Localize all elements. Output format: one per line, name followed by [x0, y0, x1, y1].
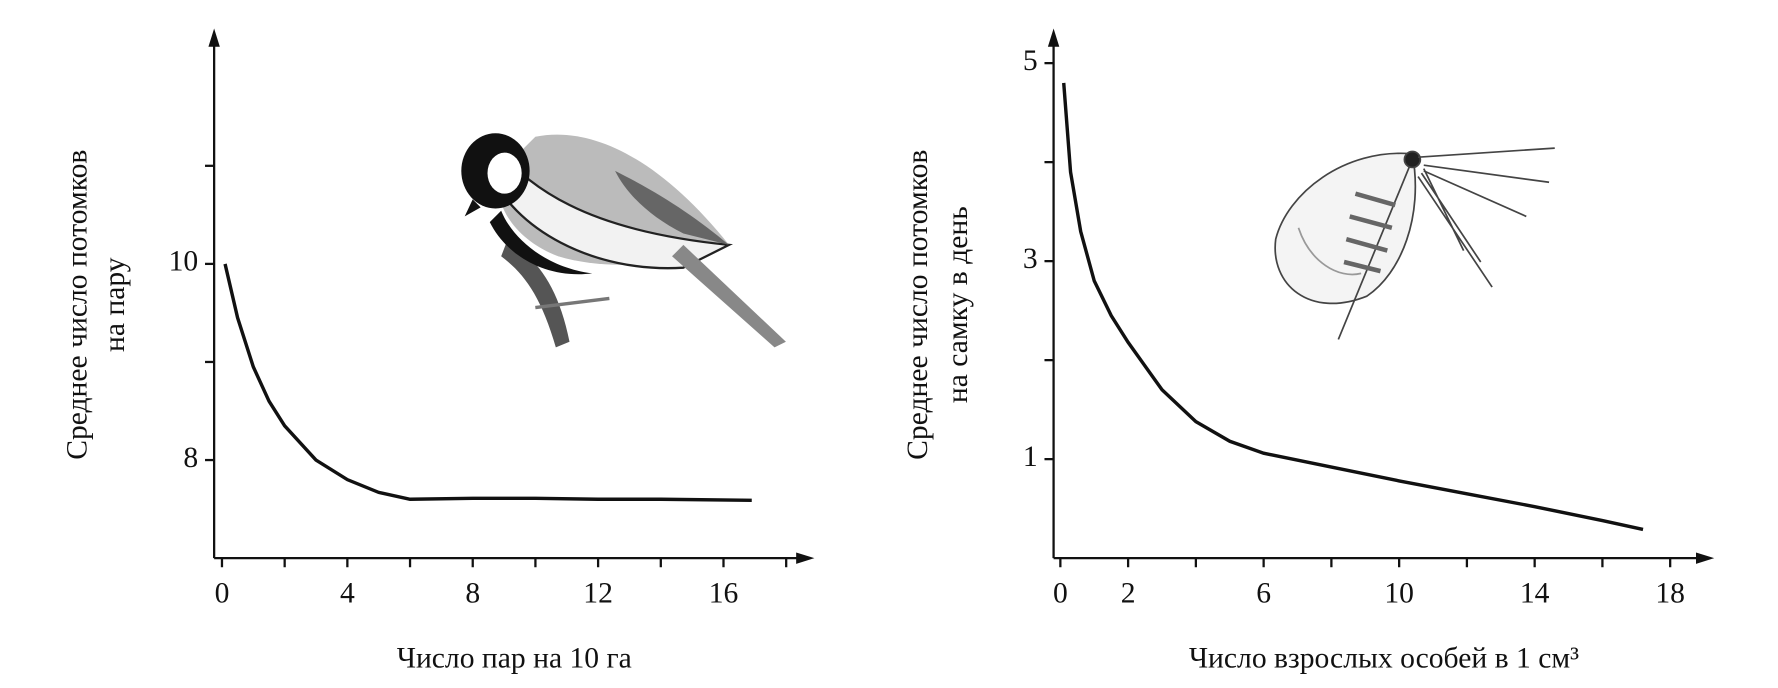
x-tick-label: 10 — [1384, 578, 1414, 610]
y-axis-label: на самку в день — [942, 206, 974, 403]
data-line — [223, 263, 752, 502]
y-axis-label: на пару — [99, 257, 131, 352]
x-axis-arrow — [1695, 552, 1715, 564]
x-axis-label: Число пар на 10 га — [397, 642, 632, 674]
y-axis-arrow — [208, 28, 220, 47]
x-tick-label: 12 — [583, 578, 613, 610]
x-tick-label: 16 — [709, 578, 739, 610]
y-axis-arrow — [1047, 28, 1060, 47]
x-axis-label: Число взрослых особей в 1 см³ — [1189, 642, 1579, 674]
y-tick-label: 5 — [1023, 45, 1038, 77]
x-tick-label: 4 — [340, 578, 355, 610]
x-tick-label: 18 — [1655, 578, 1685, 610]
y-tick-label: 3 — [1023, 243, 1038, 275]
y-tick-label: 8 — [183, 442, 198, 474]
data-line — [1062, 82, 1644, 532]
x-tick-label: 0 — [215, 578, 230, 610]
x-tick-label: 14 — [1520, 578, 1550, 610]
bird-illustration — [461, 133, 786, 348]
x-tick-label: 6 — [1256, 578, 1271, 610]
y-tick-label: 10 — [169, 246, 199, 278]
y-axis-label: Среднее число потомков — [62, 150, 94, 460]
daphnia-illustration — [1274, 147, 1555, 340]
x-tick-label: 2 — [1121, 578, 1136, 610]
y-axis-label: Среднее число потомков — [902, 150, 934, 460]
y-tick-label: 1 — [1023, 441, 1038, 473]
x-axis-arrow — [796, 552, 815, 564]
x-tick-label: 8 — [465, 578, 480, 610]
x-tick-label: 0 — [1053, 578, 1068, 610]
